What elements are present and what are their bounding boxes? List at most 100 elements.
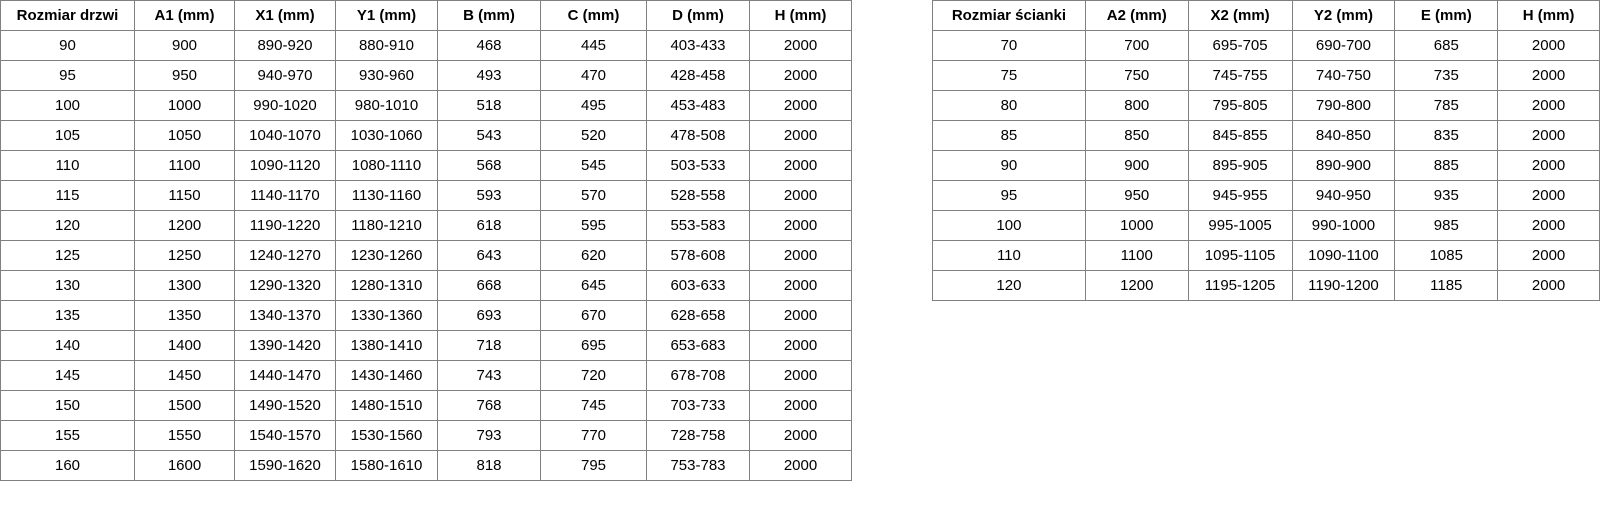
table-cell: 835: [1394, 120, 1499, 151]
table-cell: 2000: [749, 390, 852, 421]
door-size-table: Rozmiar drzwi A1 (mm) X1 (mm) Y1 (mm) B (mm)…: [0, 0, 852, 481]
table-cell: 1480-1510: [335, 390, 438, 421]
table-cell: 890-920: [234, 30, 336, 61]
table-cell: 990-1000: [1291, 210, 1396, 241]
table-cell: 428-458: [646, 60, 750, 91]
table-cell: 1550: [134, 420, 235, 451]
table-row: 120 1200 1190-1220 1180-1210 618 595 553-583 20…: [0, 210, 852, 241]
table-cell: 2000: [1497, 270, 1600, 301]
table-cell: 568: [437, 150, 541, 181]
column-header-1: A1 (mm): [134, 0, 235, 31]
column-header-3: Y2 (mm): [1291, 0, 1396, 31]
table-cell: 90: [0, 30, 135, 61]
table-cell: 795-805: [1187, 90, 1293, 121]
column-header-0: Rozmiar ścianki: [932, 0, 1086, 31]
table-row: 140 1400 1390-1420 1380-1410 718 695 653-683 20…: [0, 330, 852, 361]
table-cell: 140: [0, 330, 135, 361]
table-cell: 2000: [749, 210, 852, 241]
table-cell: 2000: [749, 270, 852, 301]
table-cell: 740-750: [1291, 60, 1396, 91]
table-cell: 695: [540, 330, 647, 361]
column-header-4: E (mm): [1394, 0, 1499, 31]
table-row: 70 700 695-705 690-700 685 2000: [932, 30, 1600, 61]
table-cell: 2000: [749, 180, 852, 211]
table-cell: 2000: [749, 450, 852, 481]
table-cell: 1190-1220: [234, 210, 336, 241]
table-row: 110 1100 1095-1105 1090-1100 1085 2000: [932, 240, 1600, 271]
table-row: 130 1300 1290-1320 1280-1310 668 645 603-633 20…: [0, 270, 852, 301]
table-cell: 493: [437, 60, 541, 91]
table-row: 160 1600 1590-1620 1580-1610 818 795 753-783 20…: [0, 450, 852, 481]
table-cell: 1200: [134, 210, 235, 241]
table-cell: 678-708: [646, 360, 750, 391]
table-cell: 80: [932, 90, 1086, 121]
table-cell: 453-483: [646, 90, 750, 121]
table-cell: 935: [1394, 180, 1499, 211]
table-cell: 1150: [134, 180, 235, 211]
table-cell: 1600: [134, 450, 235, 481]
table-cell: 1240-1270: [234, 240, 336, 271]
table-cell: 1085: [1394, 240, 1499, 271]
table-cell: 1530-1560: [335, 420, 438, 451]
table-cell: 100: [0, 90, 135, 121]
table-row: 100 1000 990-1020 980-1010 518 495 453-483 2000: [0, 90, 852, 121]
table-cell: 110: [932, 240, 1086, 271]
table-cell: 1050: [134, 120, 235, 151]
table-cell: 895-905: [1187, 150, 1293, 181]
table-cell: 468: [437, 30, 541, 61]
wall-table-body: 70 700 695-705 690-700 685 2000 75 750 745-755 74…: [932, 30, 1600, 301]
table-cell: 985: [1394, 210, 1499, 241]
table-cell: 1580-1610: [335, 450, 438, 481]
table-cell: 115: [0, 180, 135, 211]
table-cell: 70: [932, 30, 1086, 61]
table-row: 155 1550 1540-1570 1530-1560 793 770 728-758 20…: [0, 420, 852, 451]
table-cell: 2000: [1497, 90, 1600, 121]
column-header-2: X1 (mm): [234, 0, 336, 31]
table-cell: 145: [0, 360, 135, 391]
table-cell: 1040-1070: [234, 120, 336, 151]
table-cell: 593: [437, 180, 541, 211]
table-cell: 130: [0, 270, 135, 301]
table-cell: 845-855: [1187, 120, 1293, 151]
table-cell: 2000: [1497, 210, 1600, 241]
table-cell: 160: [0, 450, 135, 481]
table-cell: 1350: [134, 300, 235, 331]
table-cell: 543: [437, 120, 541, 151]
table-cell: 720: [540, 360, 647, 391]
table-cell: 120: [0, 210, 135, 241]
table-cell: 1440-1470: [234, 360, 336, 391]
table-cell: 1430-1460: [335, 360, 438, 391]
table-cell: 690-700: [1291, 30, 1396, 61]
table-cell: 703-733: [646, 390, 750, 421]
table-cell: 2000: [749, 150, 852, 181]
table-cell: 1390-1420: [234, 330, 336, 361]
table-cell: 1000: [134, 90, 235, 121]
table-cell: 753-783: [646, 450, 750, 481]
table-cell: 1000: [1084, 210, 1189, 241]
table-cell: 2000: [1497, 120, 1600, 151]
table-cell: 1095-1105: [1187, 240, 1293, 271]
table-row: 100 1000 995-1005 990-1000 985 2000: [932, 210, 1600, 241]
table-cell: 1030-1060: [335, 120, 438, 151]
table-row: 110 1100 1090-1120 1080-1110 568 545 503-533 20…: [0, 150, 852, 181]
table-cell: 1080-1110: [335, 150, 438, 181]
table-cell: 980-1010: [335, 90, 438, 121]
table-cell: 1280-1310: [335, 270, 438, 301]
table-cell: 840-850: [1291, 120, 1396, 151]
column-header-5: H (mm): [1497, 0, 1600, 31]
table-cell: 90: [932, 150, 1086, 181]
wall-table-header: Rozmiar ścianki A2 (mm) X2 (mm) Y2 (mm) E (m…: [932, 0, 1600, 31]
column-header-0: Rozmiar drzwi: [0, 0, 135, 31]
table-cell: 1100: [1084, 240, 1189, 271]
table-cell: 2000: [1497, 240, 1600, 271]
table-cell: 628-658: [646, 300, 750, 331]
table-cell: 470: [540, 60, 647, 91]
table-cell: 85: [932, 120, 1086, 151]
table-row: 90 900 890-920 880-910 468 445 403-433 2000: [0, 30, 852, 61]
table-cell: 2000: [749, 60, 852, 91]
door-table-body: 90 900 890-920 880-910 468 445 403-433 2000 95 95…: [0, 30, 852, 481]
table-cell: 1140-1170: [234, 180, 336, 211]
table-cell: 885: [1394, 150, 1499, 181]
table-cell: 728-758: [646, 420, 750, 451]
table-cell: 2000: [749, 300, 852, 331]
